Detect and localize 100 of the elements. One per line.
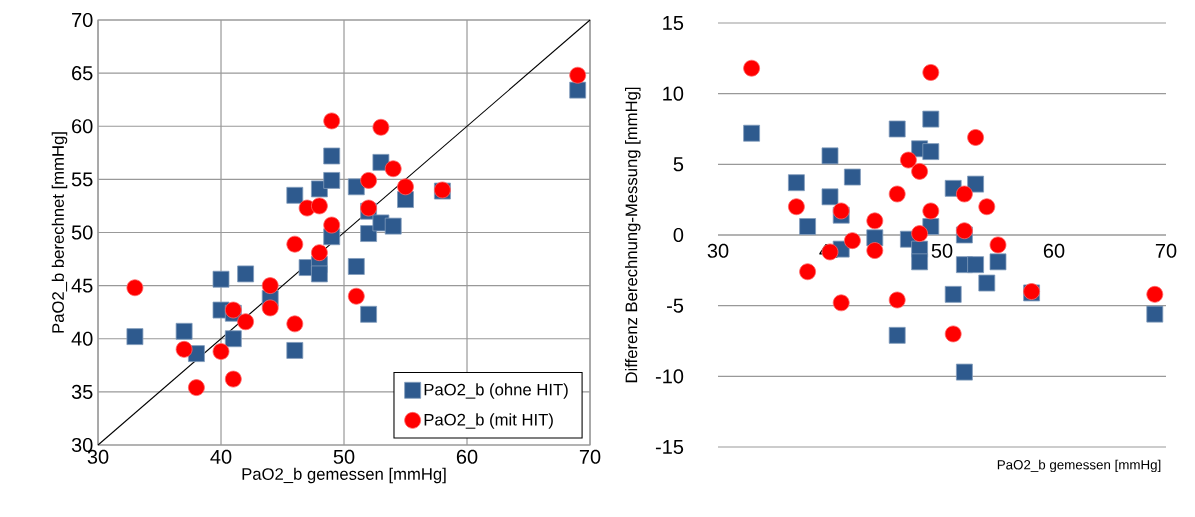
point (788, 198, 805, 216)
point (1146, 305, 1164, 323)
point (175, 340, 193, 358)
point (397, 178, 414, 196)
point (888, 185, 906, 203)
y-tick-label: -15 (655, 440, 684, 454)
point (911, 162, 928, 180)
y-tick-label: 55 (71, 172, 93, 187)
point (799, 218, 816, 235)
legend-label: PaO2_b (mit HIT) (424, 413, 553, 429)
y-tick-label: 50 (71, 225, 93, 240)
point (922, 110, 940, 128)
point (360, 305, 378, 323)
point (347, 258, 365, 275)
y-tick-label: 35 (71, 384, 93, 399)
point (956, 222, 973, 240)
point (900, 151, 917, 169)
point (286, 186, 304, 204)
point (360, 172, 378, 189)
point (821, 188, 839, 206)
x-axis-title: PaO2_b gemessen [mmHg] (997, 459, 1161, 473)
x-tick-label: 30 (707, 243, 729, 258)
point (967, 256, 984, 274)
y-axis-title: Differenz Berechnung-Messung [mmHg] (625, 87, 641, 383)
y-tick-label: 10 (663, 86, 684, 101)
point (989, 236, 1007, 254)
point (788, 174, 805, 192)
point (956, 363, 973, 381)
y-tick-label: 70 (72, 12, 93, 28)
point (832, 294, 850, 312)
point (237, 313, 255, 331)
y-tick-label: 45 (71, 278, 93, 293)
y-tick-label: -5 (667, 298, 684, 313)
point (799, 263, 816, 281)
point (978, 198, 996, 216)
point (569, 81, 587, 99)
y-tick-label: 15 (663, 16, 684, 30)
point (323, 147, 341, 165)
point (212, 270, 230, 288)
point (286, 342, 304, 359)
y-tick-label: 40 (71, 331, 93, 346)
x-tick-label: 70 (579, 449, 601, 464)
point (212, 343, 230, 360)
point (888, 291, 906, 309)
point (311, 265, 328, 283)
point (956, 185, 973, 203)
y-tick-label: -10 (655, 369, 684, 384)
point (866, 212, 884, 230)
point (922, 64, 940, 81)
point (311, 244, 328, 262)
point (888, 326, 906, 344)
point (743, 124, 761, 142)
point (1146, 285, 1164, 303)
point (569, 66, 587, 84)
point (821, 147, 839, 165)
y-tick-label: 60 (72, 119, 93, 134)
point (944, 325, 962, 343)
point (911, 225, 928, 242)
point (844, 232, 861, 250)
point (224, 330, 242, 348)
point (286, 235, 304, 253)
point (323, 112, 341, 130)
x-tick-label: 70 (1155, 243, 1177, 258)
point (944, 285, 962, 303)
x-tick-label: 50 (931, 243, 953, 258)
point (175, 322, 193, 340)
point (188, 379, 205, 397)
point (888, 120, 906, 138)
point (978, 274, 996, 292)
point (922, 143, 940, 160)
point (261, 299, 279, 317)
x-tick-label: 40 (210, 449, 232, 464)
point (844, 168, 861, 186)
point (286, 315, 304, 333)
point (237, 265, 255, 283)
point (384, 160, 402, 178)
y-axis-title: PaO2_b berechnet [mmHg] (51, 132, 68, 333)
x-tick-label: 60 (1043, 243, 1065, 258)
point (224, 370, 242, 388)
point (372, 118, 390, 136)
point (323, 172, 341, 189)
y-tick-label: 5 (673, 157, 684, 172)
point (311, 197, 328, 215)
point (323, 216, 341, 234)
point (989, 253, 1007, 271)
point (743, 59, 761, 77)
point (832, 202, 850, 220)
point (967, 175, 984, 193)
point (261, 277, 279, 295)
y-tick-label: 0 (673, 227, 684, 243)
point (126, 279, 144, 297)
x-tick-label: 60 (456, 449, 478, 464)
legend-label: PaO2_b (ohne HIT) (424, 383, 568, 399)
point (126, 328, 144, 346)
point (866, 242, 884, 259)
point (911, 253, 928, 271)
point (967, 129, 984, 146)
point (922, 202, 940, 220)
x-axis-title: PaO2_b gemessen [mmHg] (242, 467, 446, 484)
point (347, 287, 365, 305)
